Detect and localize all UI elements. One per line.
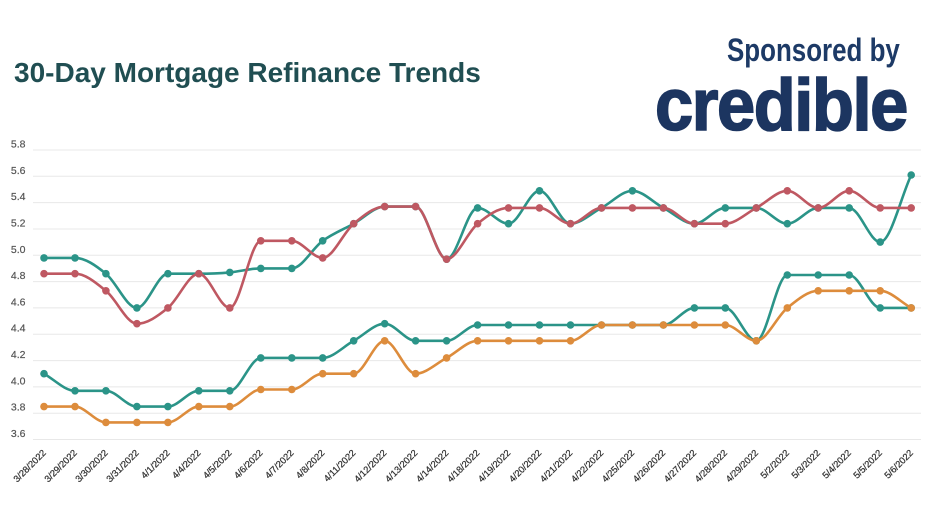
svg-text:5/3/2022: 5/3/2022 <box>790 448 823 481</box>
svg-text:3/28/2022: 3/28/2022 <box>12 448 48 484</box>
svg-text:5.6: 5.6 <box>11 165 26 177</box>
svg-text:3/29/2022: 3/29/2022 <box>43 448 79 484</box>
svg-text:3.8: 3.8 <box>11 402 26 414</box>
svg-text:3.6: 3.6 <box>11 428 26 440</box>
svg-text:4/1/2022: 4/1/2022 <box>139 448 172 481</box>
svg-text:4/21/2022: 4/21/2022 <box>538 448 574 484</box>
svg-text:4.8: 4.8 <box>11 270 26 282</box>
svg-text:3/30/2022: 3/30/2022 <box>73 448 109 484</box>
svg-text:4/22/2022: 4/22/2022 <box>569 448 605 484</box>
svg-text:4/25/2022: 4/25/2022 <box>600 448 636 484</box>
svg-text:4/5/2022: 4/5/2022 <box>201 448 234 481</box>
svg-text:4/26/2022: 4/26/2022 <box>631 448 667 484</box>
svg-text:5/6/2022: 5/6/2022 <box>882 448 915 481</box>
svg-text:3/31/2022: 3/31/2022 <box>104 448 140 484</box>
svg-text:4.6: 4.6 <box>11 296 26 308</box>
svg-text:4/18/2022: 4/18/2022 <box>445 448 481 484</box>
svg-text:5.8: 5.8 <box>11 139 26 151</box>
svg-text:4/12/2022: 4/12/2022 <box>352 448 388 484</box>
svg-text:5/5/2022: 5/5/2022 <box>851 448 884 481</box>
svg-text:4/13/2022: 4/13/2022 <box>383 448 419 484</box>
svg-text:5/4/2022: 5/4/2022 <box>820 448 853 481</box>
svg-text:4/4/2022: 4/4/2022 <box>170 448 203 481</box>
svg-text:4/27/2022: 4/27/2022 <box>662 448 698 484</box>
svg-text:5.0: 5.0 <box>11 244 26 256</box>
svg-text:5/2/2022: 5/2/2022 <box>759 448 792 481</box>
svg-text:4/19/2022: 4/19/2022 <box>476 448 512 484</box>
svg-text:4.2: 4.2 <box>11 349 26 361</box>
svg-text:4/20/2022: 4/20/2022 <box>507 448 543 484</box>
svg-text:4/14/2022: 4/14/2022 <box>414 448 450 484</box>
svg-text:5.4: 5.4 <box>11 191 26 203</box>
svg-text:4/29/2022: 4/29/2022 <box>724 448 760 484</box>
svg-text:4/7/2022: 4/7/2022 <box>263 448 296 481</box>
svg-text:4.0: 4.0 <box>11 375 26 387</box>
svg-text:4/6/2022: 4/6/2022 <box>232 448 265 481</box>
svg-text:4/28/2022: 4/28/2022 <box>693 448 729 484</box>
svg-text:4.4: 4.4 <box>11 323 26 335</box>
svg-text:5.2: 5.2 <box>11 218 26 230</box>
